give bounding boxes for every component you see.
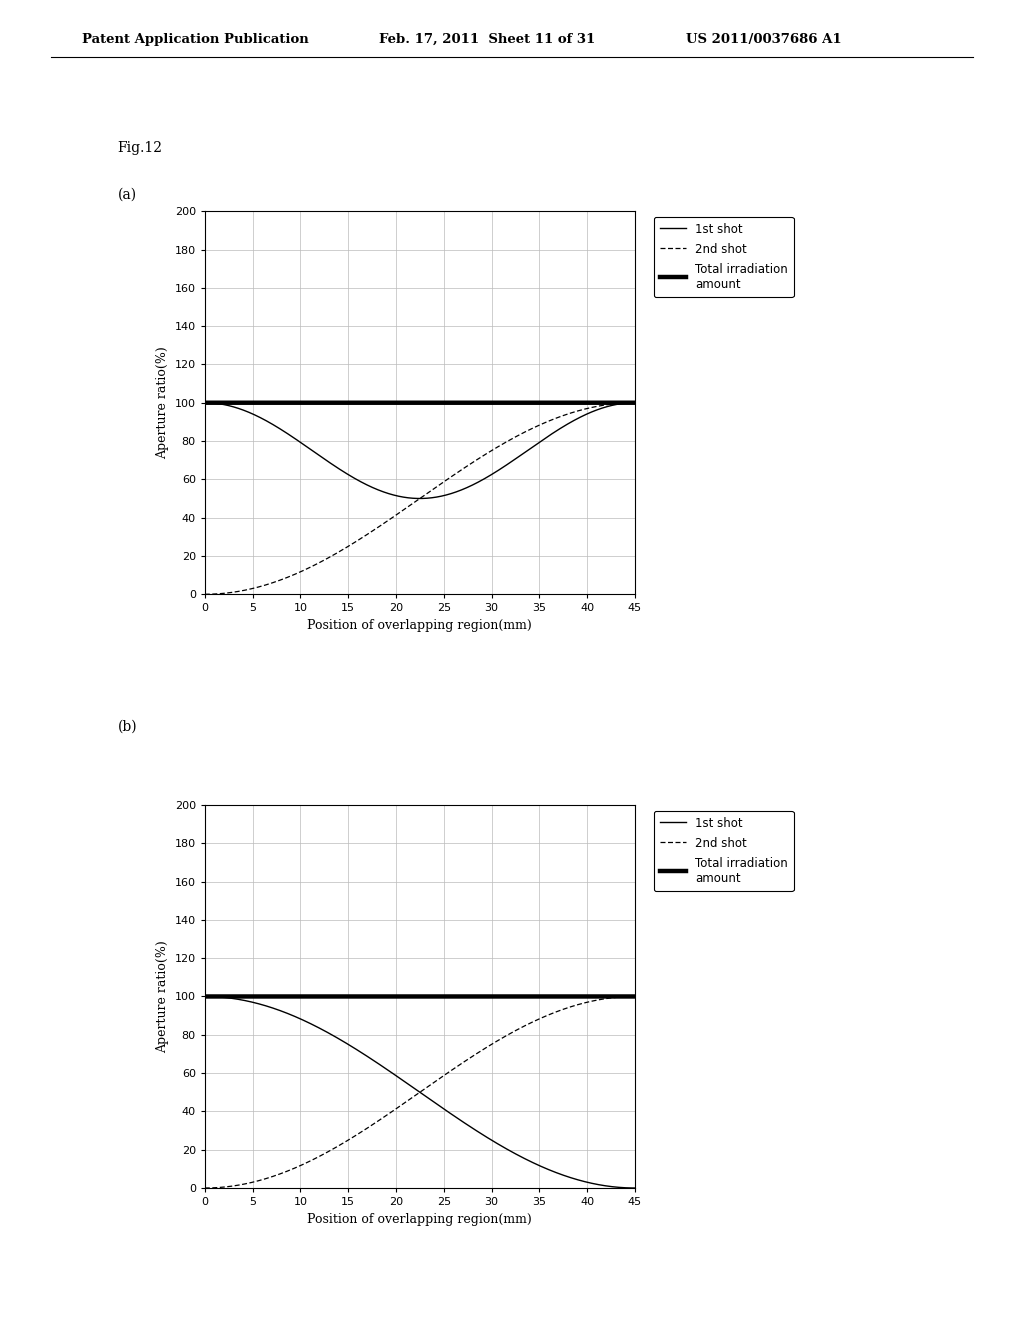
Legend: 1st shot, 2nd shot, Total irradiation
amount: 1st shot, 2nd shot, Total irradiation am…	[653, 216, 794, 297]
Text: Patent Application Publication: Patent Application Publication	[82, 33, 308, 46]
Text: US 2011/0037686 A1: US 2011/0037686 A1	[686, 33, 842, 46]
Legend: 1st shot, 2nd shot, Total irradiation
amount: 1st shot, 2nd shot, Total irradiation am…	[653, 810, 794, 891]
Y-axis label: Aperture ratio(%): Aperture ratio(%)	[156, 346, 169, 459]
Text: Fig.12: Fig.12	[118, 141, 163, 156]
X-axis label: Position of overlapping region(mm): Position of overlapping region(mm)	[307, 619, 532, 632]
Text: (a): (a)	[118, 187, 137, 202]
Text: (b): (b)	[118, 719, 137, 734]
X-axis label: Position of overlapping region(mm): Position of overlapping region(mm)	[307, 1213, 532, 1225]
Text: Feb. 17, 2011  Sheet 11 of 31: Feb. 17, 2011 Sheet 11 of 31	[379, 33, 595, 46]
Y-axis label: Aperture ratio(%): Aperture ratio(%)	[156, 940, 169, 1053]
